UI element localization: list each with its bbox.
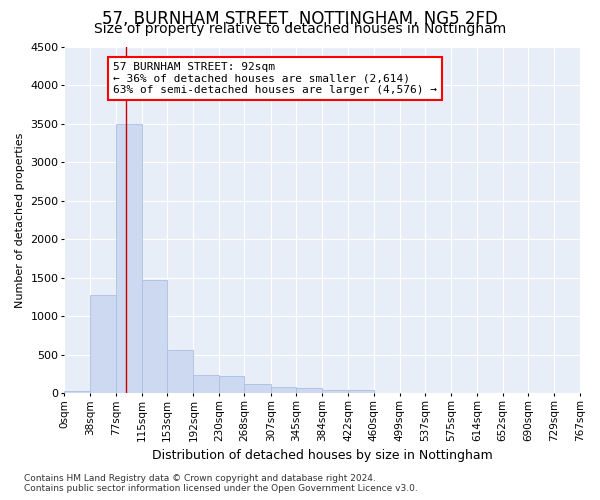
Bar: [374, 392, 400, 394]
Bar: [219, 376, 244, 394]
Bar: [116, 124, 142, 394]
Bar: [167, 350, 193, 394]
Text: Contains HM Land Registry data © Crown copyright and database right 2024.
Contai: Contains HM Land Registry data © Crown c…: [24, 474, 418, 493]
Bar: [296, 388, 322, 394]
Bar: [477, 392, 503, 394]
Y-axis label: Number of detached properties: Number of detached properties: [15, 132, 25, 308]
X-axis label: Distribution of detached houses by size in Nottingham: Distribution of detached houses by size …: [152, 450, 493, 462]
Text: 57 BURNHAM STREET: 92sqm
← 36% of detached houses are smaller (2,614)
63% of sem: 57 BURNHAM STREET: 92sqm ← 36% of detach…: [113, 62, 437, 96]
Text: 57, BURNHAM STREET, NOTTINGHAM, NG5 2FD: 57, BURNHAM STREET, NOTTINGHAM, NG5 2FD: [102, 10, 498, 28]
Bar: [322, 390, 348, 394]
Bar: [348, 390, 374, 394]
Bar: [64, 391, 90, 394]
Bar: [244, 384, 271, 394]
Bar: [193, 375, 219, 394]
Bar: [142, 280, 167, 394]
Bar: [271, 388, 296, 394]
Text: Size of property relative to detached houses in Nottingham: Size of property relative to detached ho…: [94, 22, 506, 36]
Bar: [90, 295, 116, 394]
